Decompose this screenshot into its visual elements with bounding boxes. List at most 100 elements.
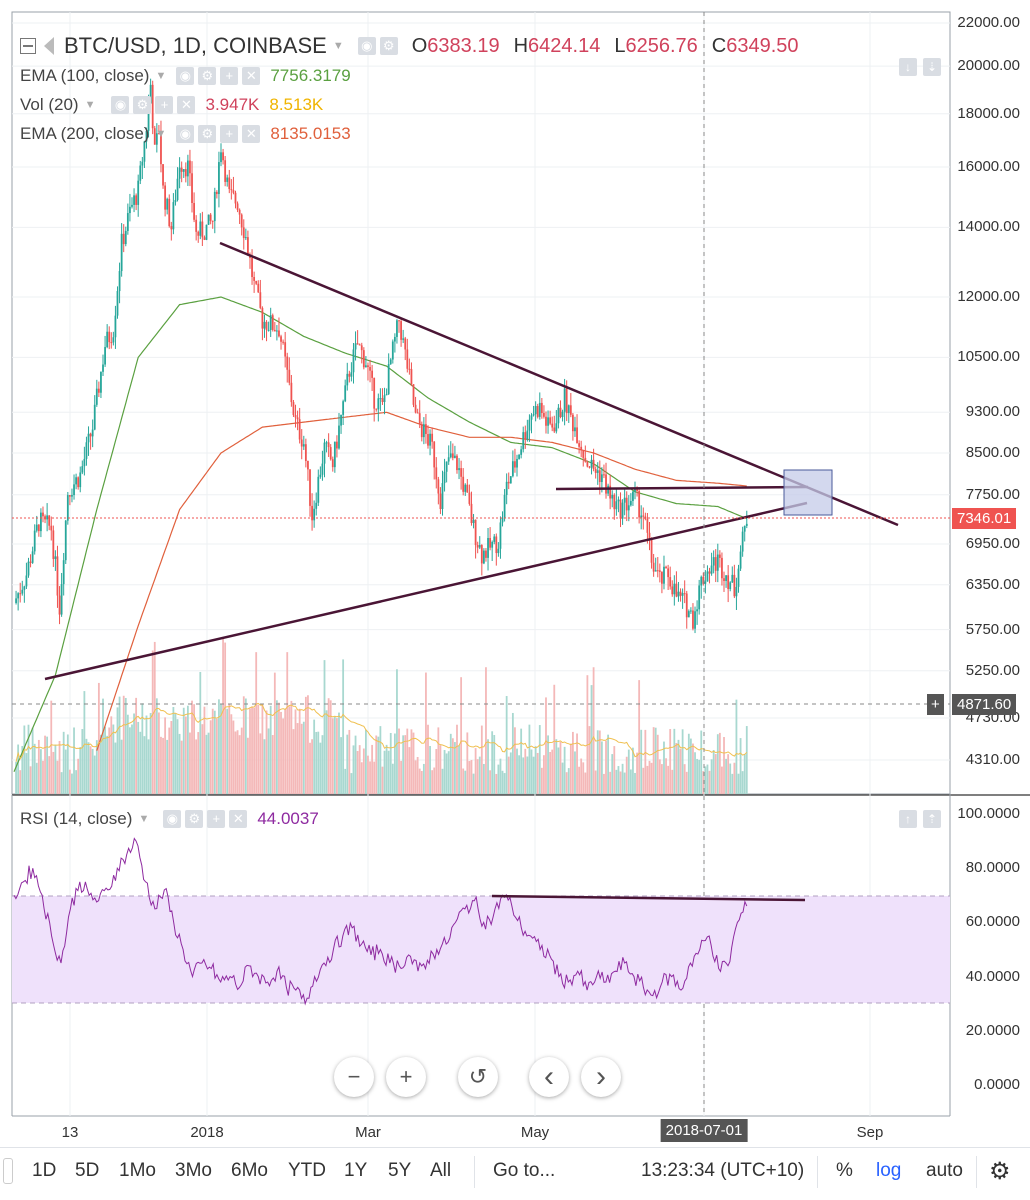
candle-body <box>689 610 692 612</box>
range-all[interactable]: All <box>430 1160 452 1181</box>
candle-body <box>561 411 564 418</box>
rsi-tick-label: 60.0000 <box>965 913 1020 931</box>
reset-chart-button[interactable]: ↺ <box>458 1057 498 1097</box>
candle-body <box>321 463 324 475</box>
close-icon[interactable]: ✕ <box>229 810 248 828</box>
collapse-pane-icon[interactable]: ⇣ <box>923 58 941 76</box>
move-down-icon[interactable]: ↓ <box>899 58 917 76</box>
candle-body <box>50 525 53 531</box>
gear-icon[interactable]: ⚙ <box>198 125 217 143</box>
candle-body <box>68 495 71 497</box>
hide-pane-icon[interactable] <box>20 38 36 54</box>
eye-icon[interactable]: ◉ <box>176 67 195 85</box>
plus-icon[interactable]: + <box>220 125 239 143</box>
crosshair-date-tag: 2018-07-01 <box>660 1119 748 1142</box>
scroll-left-button[interactable]: ‹ <box>529 1057 569 1097</box>
close-icon[interactable]: ✕ <box>242 125 261 143</box>
scroll-handle-icon[interactable] <box>3 1158 13 1184</box>
candle-body <box>64 520 67 561</box>
volume-bar <box>718 732 721 794</box>
gear-icon[interactable]: ⚙ <box>989 1158 1011 1185</box>
eye-icon[interactable]: ◉ <box>163 810 182 828</box>
candle-body <box>162 164 164 186</box>
candle-body <box>563 388 566 412</box>
volume-bar <box>37 739 40 794</box>
gear-icon[interactable]: ⚙ <box>133 96 152 114</box>
volume-bar <box>445 753 448 794</box>
gear-icon[interactable]: ⚙ <box>185 810 204 828</box>
candle-body <box>427 434 429 446</box>
chevron-down-icon[interactable]: ▼ <box>332 40 344 52</box>
range-1d[interactable]: 1D <box>32 1160 57 1181</box>
rsi-trendline[interactable] <box>491 894 806 902</box>
goto-button[interactable]: Go to... <box>493 1160 556 1181</box>
price-tick-label: 9300.00 <box>965 403 1020 421</box>
auto-toggle[interactable]: auto <box>926 1160 963 1181</box>
chevron-down-icon[interactable]: ▼ <box>155 128 167 140</box>
candle-body <box>33 530 36 552</box>
chevron-down-icon[interactable]: ▼ <box>138 813 150 825</box>
candle-body <box>565 388 568 414</box>
eye-icon[interactable]: ◉ <box>111 96 130 114</box>
clock-time[interactable]: 13:23:34 (UTC+10) <box>641 1160 805 1181</box>
rsi-legend[interactable]: RSI (14, close) ▼ ◉ ⚙ + ✕ 44.0037 <box>20 809 319 829</box>
volume-bar <box>240 727 243 794</box>
volume-bar <box>464 770 467 794</box>
candle-body <box>534 406 537 415</box>
close-icon[interactable]: ✕ <box>177 96 196 114</box>
candle-body <box>675 583 678 597</box>
zoom-in-button[interactable]: + <box>386 1057 426 1097</box>
log-toggle[interactable]: log <box>876 1160 902 1181</box>
range-5y[interactable]: 5Y <box>388 1160 412 1181</box>
volume-bar <box>404 735 407 794</box>
candle-body <box>153 128 156 145</box>
close-icon[interactable]: ✕ <box>242 67 261 85</box>
candle-body <box>226 177 229 182</box>
range-1mo[interactable]: 1Mo <box>119 1160 156 1181</box>
chevron-down-icon[interactable]: ▼ <box>155 70 167 82</box>
rsi-band <box>12 896 950 1003</box>
volume-bar <box>710 759 713 794</box>
volume-bar <box>460 677 463 794</box>
range-1y[interactable]: 1Y <box>344 1160 368 1181</box>
move-up-icon[interactable]: ↑ <box>899 810 917 828</box>
volume-bar <box>197 732 200 794</box>
volume-legend[interactable]: Vol (20) ▼ ◉ ⚙ + ✕ 3.947K 8.513K <box>20 95 323 115</box>
range-3mo[interactable]: 3Mo <box>175 1160 212 1181</box>
candle-body <box>360 345 363 351</box>
range-ytd[interactable]: YTD <box>288 1160 326 1181</box>
percent-toggle[interactable]: % <box>836 1160 853 1181</box>
volume-bar <box>309 742 311 794</box>
candle-body <box>95 388 98 405</box>
gear-icon[interactable]: ⚙ <box>379 37 398 55</box>
volume-bars <box>15 637 748 794</box>
expand-pane-icon[interactable]: ⇡ <box>923 810 941 828</box>
plus-icon[interactable]: + <box>207 810 226 828</box>
ema200-label: EMA (200, close) <box>20 124 150 143</box>
plus-icon[interactable]: + <box>155 96 174 114</box>
chevron-down-icon[interactable]: ▼ <box>84 99 96 111</box>
plus-icon[interactable]: + <box>220 67 239 85</box>
zoom-out-button[interactable]: − <box>334 1057 374 1097</box>
gear-icon[interactable]: ⚙ <box>198 67 217 85</box>
ema200-legend[interactable]: EMA (200, close) ▼ ◉ ⚙ + ✕ 8135.0153 <box>20 124 351 144</box>
volume-bar <box>418 768 421 794</box>
eye-icon[interactable]: ◉ <box>176 125 195 143</box>
ascending-trendline[interactable] <box>44 501 808 681</box>
range-5d[interactable]: 5D <box>75 1160 100 1181</box>
symbol-header[interactable]: BTC/USD, 1D, COINBASE ▼ ◉ ⚙ O 6383.19 H 64… <box>20 33 799 59</box>
eye-icon[interactable]: ◉ <box>357 37 376 55</box>
ema100-legend[interactable]: EMA (100, close) ▼ ◉ ⚙ + ✕ 7756.3179 <box>20 66 351 86</box>
range-6mo[interactable]: 6Mo <box>231 1160 268 1181</box>
candle-body <box>514 461 516 468</box>
add-alert-icon[interactable]: + <box>927 694 944 715</box>
volume-bar <box>71 773 73 794</box>
volume-bar <box>296 723 299 794</box>
target-zone-rectangle[interactable] <box>783 469 833 516</box>
horizontal-resistance-line[interactable] <box>555 485 809 491</box>
candle-body <box>501 517 504 523</box>
scroll-right-button[interactable]: › <box>581 1057 621 1097</box>
volume-bar <box>124 697 127 794</box>
volume-bar <box>251 706 253 794</box>
